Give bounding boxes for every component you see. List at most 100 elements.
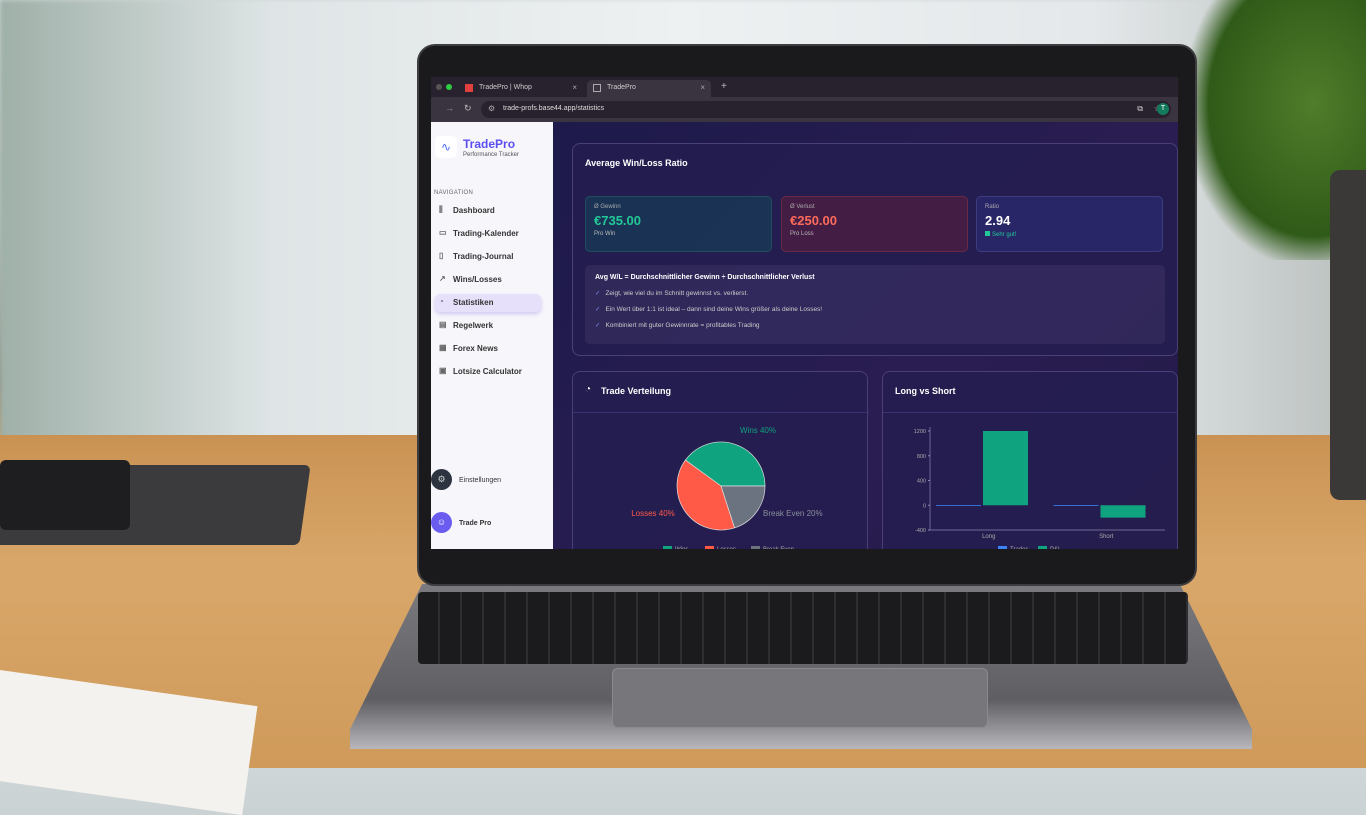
card-title: Average Win/Loss Ratio <box>585 158 688 168</box>
avg-loss-box: Ø Verlust €250.00 Pro Loss <box>781 196 968 252</box>
info-title: Avg W/L = Durchschnittlicher Gewinn ÷ Du… <box>595 274 815 281</box>
y-tick-label: 400 <box>917 479 926 485</box>
card-title: Long vs Short <box>895 386 956 396</box>
info-box: Avg W/L = Durchschnittlicher Gewinn ÷ Du… <box>585 265 1165 344</box>
tab-label: TradePro | Whop <box>479 84 532 91</box>
sidebar-item-statistiken[interactable]: ◔ Statistiken <box>435 294 541 312</box>
pie-data-label: Break Even 20% <box>763 509 823 518</box>
sidebar-item-label: Trading-Kalender <box>453 229 519 238</box>
stat-value: €735.00 <box>594 213 641 228</box>
x-tick-label: Short <box>1099 534 1114 540</box>
profile-avatar[interactable]: T <box>1157 103 1169 115</box>
keyboard <box>418 592 1188 664</box>
trend-icon: ↗ <box>439 274 446 283</box>
stat-label: Ø Verlust <box>790 204 815 210</box>
sidebar-item-forex-news[interactable]: ▦ Forex News <box>435 340 541 358</box>
stat-sub: Pro Loss <box>790 231 814 237</box>
user-avatar-icon[interactable]: ☺ <box>431 512 452 533</box>
y-tick-label: -400 <box>915 528 926 534</box>
y-tick-label: 1200 <box>914 429 926 435</box>
close-icon[interactable]: × <box>572 83 577 92</box>
tab-tradepro[interactable]: TradePro × <box>587 80 711 97</box>
y-tick-label: 0 <box>923 503 926 509</box>
info-item: ✓ Ein Wert über 1:1 ist ideal – dann sind… <box>595 306 823 313</box>
calculator-icon: ▣ <box>439 366 447 375</box>
pie-slice-break-even <box>720 485 766 529</box>
sidebar-item-trading-kalender[interactable]: ▭ Trading-Kalender <box>435 225 541 243</box>
sidebar-item-label: Trading-Journal <box>453 252 514 261</box>
screen: TradePro | Whop × TradePro × + → ↻ ⚙ trade-… <box>431 77 1178 549</box>
sidebar-item-lotsize-calculator[interactable]: ▣ Lotsize Calculator <box>435 363 541 381</box>
pie-chart: Wins 40% Losses 40% Break Even 20% Wins Loss… <box>631 426 823 549</box>
legend-swatch <box>705 546 714 549</box>
forward-icon[interactable]: → <box>445 103 454 113</box>
sidebar-item-label: Dashboard <box>453 206 495 215</box>
trade-distribution-card: ◔ Trade Verteilung Wins 40% Losses 40% Bre… <box>572 371 869 549</box>
stat-value: €250.00 <box>790 213 837 228</box>
card-title: Trade Verteilung <box>601 386 672 396</box>
sidebar-item-label: Statistiken <box>453 298 494 307</box>
info-item: ✓ Zeigt, wie viel du im Schnitt gewinnst … <box>595 290 749 297</box>
news-icon: ▦ <box>439 343 447 352</box>
main-content: Average Win/Loss Ratio Ø Gewinn €735.00 … <box>553 122 1178 549</box>
sidebar-item-label: Wins/Losses <box>453 275 502 284</box>
sidebar: ∿ TradePro Performance Tracker NAVIGATIO… <box>431 122 553 549</box>
nav-section-label: NAVIGATION <box>434 190 474 196</box>
window-dot[interactable] <box>436 84 442 90</box>
sidebar-item-label: Regelwerk <box>453 321 494 330</box>
new-tab-button[interactable]: + <box>721 81 727 92</box>
brand-subtitle: Performance Tracker <box>463 152 520 158</box>
pie-icon: ◔ <box>439 297 444 306</box>
pie-chart-icon: ◔ <box>585 384 592 395</box>
legend-label: Losses <box>717 547 736 549</box>
user-name[interactable]: Trade Pro <box>459 520 492 527</box>
trackpad <box>612 668 988 728</box>
stat-label: Ratio <box>985 204 1000 210</box>
clipboard-icon: ▤ <box>439 320 447 329</box>
check-box-icon <box>985 231 990 236</box>
legend-label: Wins <box>675 547 688 549</box>
sidebar-item-label: Lotsize Calculator <box>453 367 522 376</box>
x-tick-label: Long <box>982 534 995 540</box>
translate-icon[interactable]: ⧉ <box>1137 104 1143 113</box>
stat-value: 2.94 <box>985 213 1011 228</box>
site-info-icon[interactable]: ⚙ <box>488 104 496 113</box>
legend-label: P&L <box>1050 547 1062 549</box>
stat-sub: Pro Win <box>594 231 616 237</box>
window-dot-green[interactable] <box>446 84 452 90</box>
settings-link[interactable]: Einstellungen <box>459 477 502 484</box>
bar-chart-icon: ⫼ <box>439 205 443 214</box>
stat-sub: Sehr gut! <box>992 232 1017 238</box>
info-item: ✓ Kombiniert mit guter Gewinnrate = profi… <box>595 322 760 329</box>
check-icon: ✓ <box>595 322 601 329</box>
bar-pl-short <box>1100 505 1146 518</box>
legend-label: Trades <box>1010 547 1028 549</box>
logo-pulse-icon: ∿ <box>435 136 457 158</box>
sidebar-item-dashboard[interactable]: ⫼ Dashboard <box>435 202 541 220</box>
url-input[interactable]: ⚙trade-profs.base44.app/statistics ⧉ ☆ <box>481 101 1171 118</box>
close-icon[interactable]: × <box>700 83 705 92</box>
tab-label: TradePro <box>607 84 636 91</box>
sidebar-item-wins-losses[interactable]: ↗ Wins/Losses <box>435 271 541 289</box>
pie-data-label: Wins 40% <box>740 426 776 435</box>
tab-whop[interactable]: TradePro | Whop × <box>459 80 583 97</box>
pie-slice-losses <box>676 459 736 531</box>
sidebar-item-regelwerk[interactable]: ▤ Regelwerk <box>435 317 541 335</box>
winloss-card: Average Win/Loss Ratio Ø Gewinn €735.00 … <box>572 143 1178 356</box>
avg-gain-box: Ø Gewinn €735.00 Pro Win <box>585 196 772 252</box>
legend-swatch <box>1038 546 1047 549</box>
long-short-card: Long vs Short -400 0 400 800 1200 Long Short Tr… <box>882 371 1178 549</box>
sidebar-item-trading-journal[interactable]: ▯ Trading-Journal <box>435 248 541 266</box>
y-tick-label: 800 <box>917 454 926 460</box>
brand-name: TradePro <box>463 137 516 151</box>
legend-swatch <box>751 546 760 549</box>
bar-trades-long <box>936 505 981 506</box>
calendar-icon: ▭ <box>439 228 447 237</box>
stat-label: Ø Gewinn <box>594 204 621 210</box>
pie-data-label: Losses 40% <box>631 509 675 518</box>
favicon-icon <box>593 84 601 92</box>
reload-icon[interactable]: ↻ <box>464 103 472 113</box>
bar-trades-short <box>1053 505 1099 506</box>
legend-swatch <box>663 546 672 549</box>
gear-icon[interactable]: ⚙ <box>431 469 452 490</box>
